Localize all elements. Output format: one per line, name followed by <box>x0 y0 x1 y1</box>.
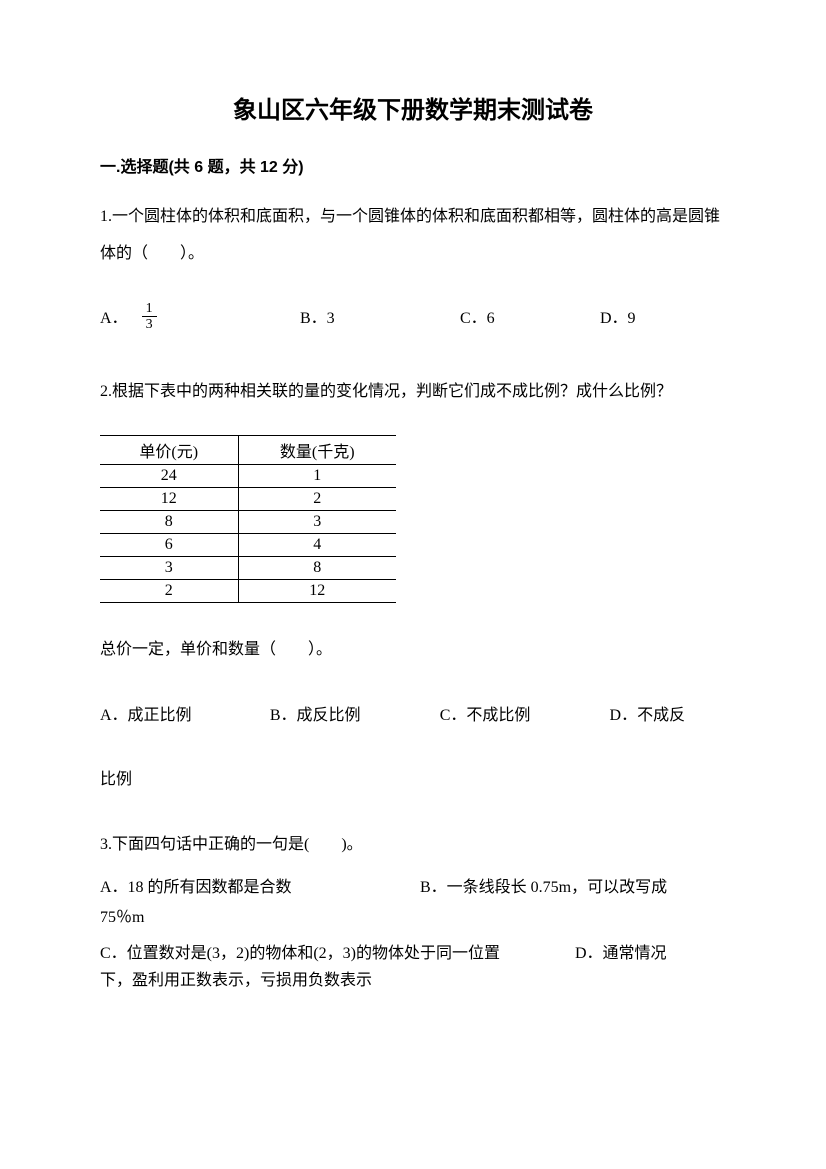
table-cell: 1 <box>238 465 396 488</box>
page-title: 象山区六年级下册数学期末测试卷 <box>100 90 726 125</box>
table-cell: 2 <box>238 488 396 511</box>
option-c: C．6 <box>460 304 600 328</box>
question-2-table: 单价(元) 数量(千克) 24 1 12 2 8 3 6 4 3 8 2 12 <box>100 435 396 603</box>
section-header: 一.选择题(共 6 题，共 12 分) <box>100 153 726 177</box>
option-c: C．位置数对是(3，2)的物体和(2，3)的物体处于同一位置 <box>100 941 575 967</box>
question-3-options-row1: A．18 的所有因数都是合数 B．一条线段长 0.75m，可以改写成 <box>100 875 726 901</box>
fraction-numerator: 1 <box>142 301 157 317</box>
table-row: 2 12 <box>100 580 396 603</box>
option-d: D．通常情况 <box>575 941 726 967</box>
question-3-options-row2: C．位置数对是(3，2)的物体和(2，3)的物体处于同一位置 D．通常情况 <box>100 941 726 967</box>
table-row: 24 1 <box>100 465 396 488</box>
option-a: A．成正比例 <box>100 701 270 725</box>
fraction-denominator: 3 <box>142 317 157 332</box>
fraction-icon: 1 3 <box>142 301 157 333</box>
option-b-continuation: 75％m <box>100 903 726 927</box>
table-cell: 12 <box>100 488 238 511</box>
table-header-row: 单价(元) 数量(千克) <box>100 436 396 465</box>
table-cell: 3 <box>100 557 238 580</box>
table-row: 6 4 <box>100 534 396 557</box>
table-cell: 2 <box>100 580 238 603</box>
option-d-continuation: 下，盈利用正数表示，亏损用负数表示 <box>100 966 726 990</box>
option-a: A．18 的所有因数都是合数 <box>100 875 420 901</box>
table-header: 数量(千克) <box>238 436 396 465</box>
question-2-summary: 总价一定，单价和数量（ ）。 <box>100 635 726 659</box>
table-cell: 6 <box>100 534 238 557</box>
question-2-text: 2.根据下表中的两种相关联的量的变化情况，判断它们成不成比例？成什么比例？ <box>100 374 726 411</box>
option-d: D．不成反 <box>610 701 726 725</box>
question-1-options: A． 1 3 B．3 C．6 D．9 <box>100 301 726 333</box>
table-cell: 24 <box>100 465 238 488</box>
option-c: C．不成比例 <box>440 701 610 725</box>
table-cell: 12 <box>238 580 396 603</box>
table-header: 单价(元) <box>100 436 238 465</box>
option-b: B．一条线段长 0.75m，可以改写成 <box>420 875 726 901</box>
option-a-label: A． <box>100 304 128 328</box>
table-cell: 8 <box>238 557 396 580</box>
table-cell: 4 <box>238 534 396 557</box>
table-row: 12 2 <box>100 488 396 511</box>
question-1-text: 1.一个圆柱体的体积和底面积，与一个圆锥体的体积和底面积都相等，圆柱体的高是圆锥… <box>100 199 726 273</box>
table-row: 3 8 <box>100 557 396 580</box>
question-2-options: A．成正比例 B．成反比例 C．不成比例 D．不成反 <box>100 701 726 725</box>
table-cell: 3 <box>238 511 396 534</box>
option-b: B．3 <box>300 304 460 328</box>
table-row: 8 3 <box>100 511 396 534</box>
option-a: A． 1 3 <box>100 301 300 333</box>
option-b: B．成反比例 <box>270 701 440 725</box>
question-3-text: 3.下面四句话中正确的一句是( )。 <box>100 829 726 861</box>
table-cell: 8 <box>100 511 238 534</box>
option-d: D．9 <box>600 304 720 328</box>
option-d-continuation: 比例 <box>100 765 726 789</box>
